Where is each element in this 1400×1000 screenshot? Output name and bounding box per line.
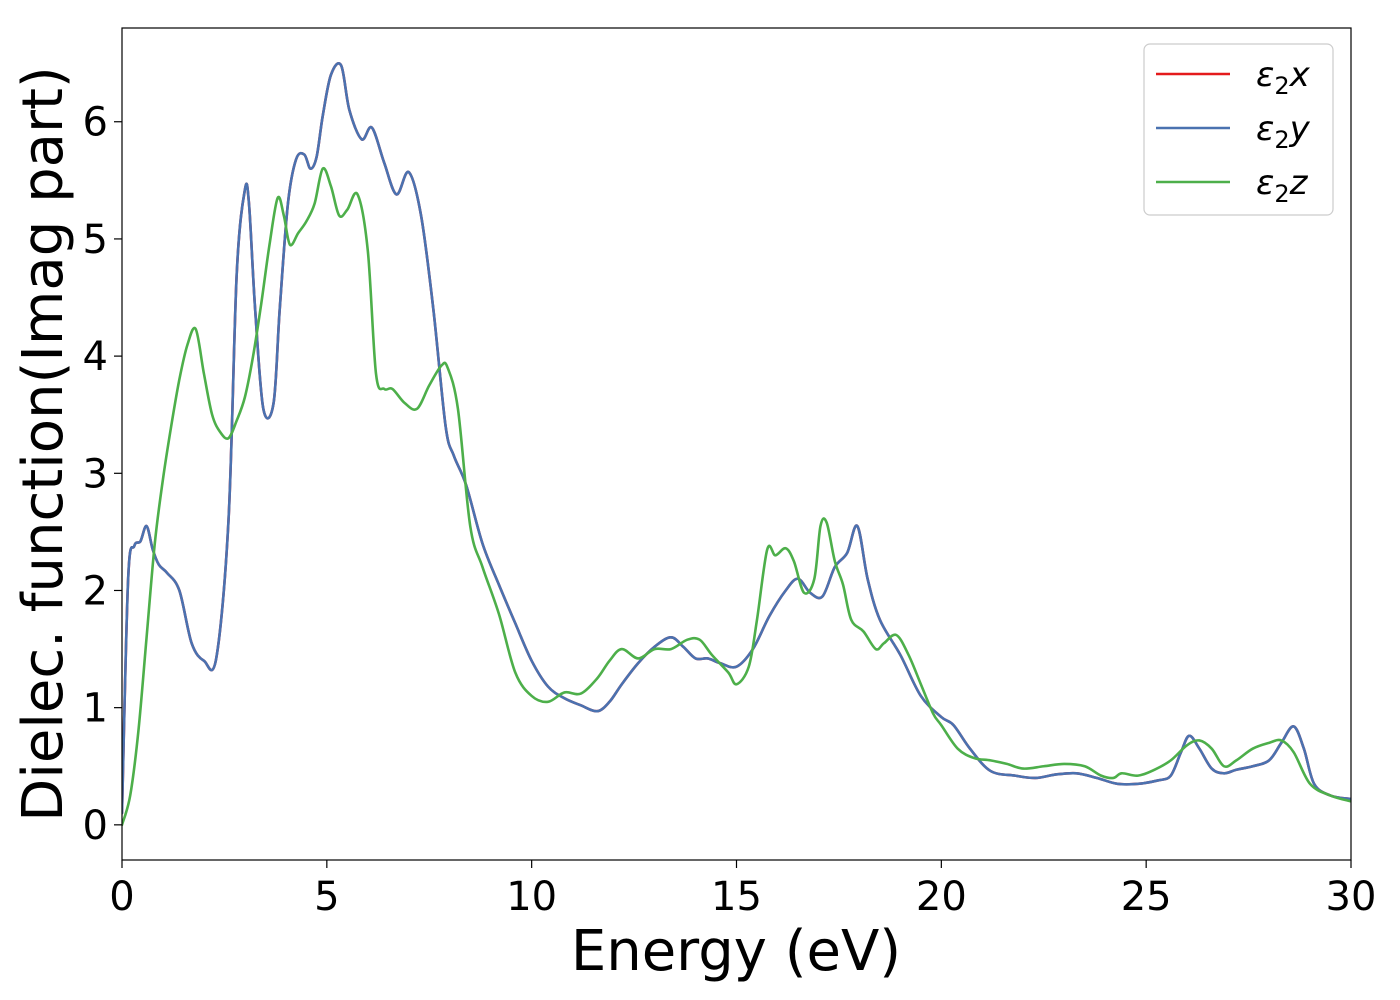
x-axis: 0 5 10 15 20 25 30 [109,860,1376,920]
legend-frame [1143,43,1334,216]
y-tick-label: 1 [83,686,108,732]
series-layer [122,62,1351,827]
x-tick-label: 30 [1326,874,1377,920]
y-tick-label: 6 [83,100,108,146]
series-line-y [122,62,1351,815]
legend-label-z: ε2z [1256,163,1309,208]
legend-label-y: ε2y [1256,109,1311,154]
y-tick-label: 4 [83,334,108,380]
x-axis-title: Energy (eV) [571,919,901,984]
y-axis: 0 1 2 3 4 5 6 [83,100,122,849]
x-tick-label: 20 [916,874,967,920]
series-line-z [122,166,1351,827]
x-tick-label: 0 [109,874,134,920]
x-tick-label: 5 [314,874,339,920]
y-tick-label: 3 [83,451,108,497]
x-tick-label: 15 [711,874,762,920]
legend-label-x: ε2x [1256,55,1311,100]
y-tick-label: 0 [83,803,108,849]
x-tick-label: 10 [506,874,557,920]
y-tick-label: 2 [83,568,108,614]
y-tick-label: 5 [83,217,108,263]
legend: ε2x ε2y ε2z [1143,43,1334,216]
y-axis-title: Dielec. function(Imag part) [11,66,76,822]
x-tick-label: 25 [1121,874,1172,920]
